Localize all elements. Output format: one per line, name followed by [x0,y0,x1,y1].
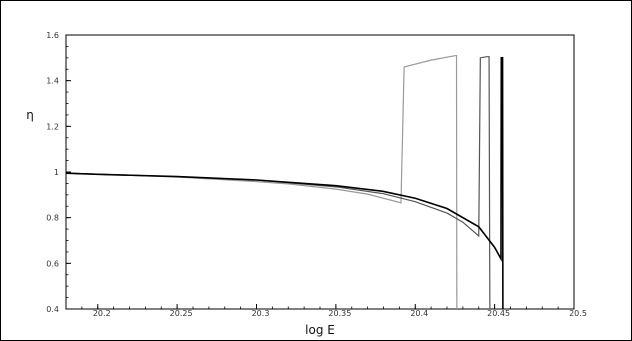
x-tick-label: 20.25 [170,309,193,318]
curves-layer [65,54,504,310]
x-tick-label: 20.45 [487,309,510,318]
y-tick-label: 0.8 [46,214,59,223]
y-tick-label: 1.6 [46,31,59,40]
x-tick-label: 20.2 [93,309,111,318]
x-tick-label: 20.3 [252,309,270,318]
y-tick-label: 1.4 [46,77,59,86]
x-tick-label: 20.5 [569,309,587,318]
x-tick-label: 20.4 [410,309,428,318]
series-line-3 [65,57,504,310]
x-axis-label: log E [305,323,335,337]
y-axis-label: η [26,108,34,122]
y-axis-ticks: 0.4 0.6 0.8 1 1.2 1.4 1.6 [46,31,71,314]
x-tick-label: 20.35 [328,309,351,318]
y-tick-label: 1 [54,168,59,177]
y-tick-label: 0.6 [46,259,59,268]
x-axis-ticks: 20.2 20.25 20.3 20.35 20.4 20.45 20.5 [65,304,587,318]
y-tick-label: 0.4 [46,305,59,314]
y-tick-label: 1.2 [46,122,59,131]
